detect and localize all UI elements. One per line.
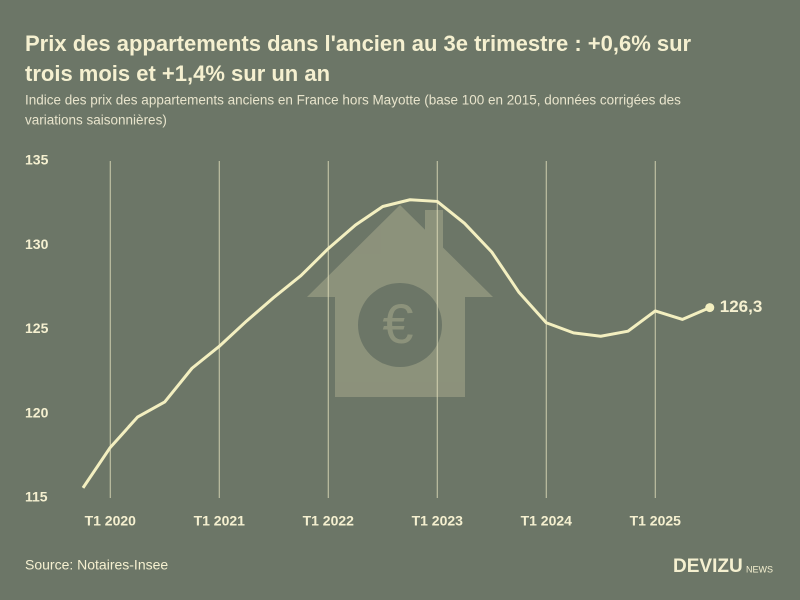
x-tick-label: T1 2021 bbox=[194, 513, 246, 529]
brand-suffix: NEWS bbox=[746, 564, 773, 574]
y-tick-label: 130 bbox=[25, 236, 49, 252]
chart-title: trois mois et +1,4% sur un an bbox=[25, 61, 330, 86]
brand: DEVIZU bbox=[673, 556, 743, 577]
end-point bbox=[705, 303, 715, 313]
x-tick-label: T1 2023 bbox=[412, 513, 464, 529]
value-label: 126,3 bbox=[720, 297, 763, 316]
line bbox=[81, 198, 711, 489]
x-tick-label: T1 2020 bbox=[85, 513, 137, 529]
y-tick-label: 115 bbox=[25, 489, 48, 505]
euro-sign: € bbox=[382, 292, 413, 355]
x-tick-label: T1 2022 bbox=[303, 513, 355, 529]
y-tick-label: 120 bbox=[25, 404, 49, 420]
house-icon: € bbox=[307, 205, 493, 397]
y-tick-label: 125 bbox=[25, 320, 49, 336]
x-tick-label: T1 2024 bbox=[521, 513, 573, 529]
y-tick-label: 135 bbox=[25, 152, 49, 168]
chart-title: Prix des appartements dans l'ancien au 3… bbox=[25, 31, 692, 56]
x-tick-label: T1 2025 bbox=[630, 513, 682, 529]
source: Source: Notaires-Insee bbox=[25, 557, 168, 573]
subtitle: Indice des prix des appartements anciens… bbox=[25, 93, 681, 108]
subtitle: variations saisonnières) bbox=[25, 113, 167, 128]
